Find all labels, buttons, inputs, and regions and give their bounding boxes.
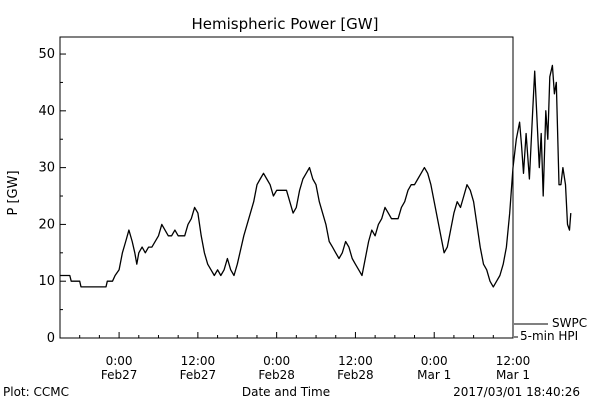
y-tick-label: 20 (38, 217, 55, 232)
y-tick-label: 30 (38, 161, 55, 176)
chart-title: Hemispheric Power [GW] (192, 15, 379, 33)
timestamp: 2017/03/01 18:40:26 (453, 385, 580, 399)
x-tick-date-label: Mar 1 (496, 368, 530, 382)
x-tick-date-label: Mar 1 (417, 368, 451, 382)
plot-frame (59, 36, 514, 339)
x-tick-date-label: Feb27 (101, 368, 138, 382)
x-axis-label: Date and Time (242, 385, 330, 399)
x-tick-time-label: 12:00 (338, 354, 373, 368)
x-tick-time-label: 12:00 (181, 354, 216, 368)
y-axis-label: P [GW] (6, 170, 21, 215)
x-axis: 0:00Feb2712:00Feb270:00Feb2812:00Feb280:… (59, 332, 531, 382)
x-tick-date-label: Feb28 (337, 368, 374, 382)
x-tick-date-label: Feb28 (258, 368, 295, 382)
plot-credit: Plot: CCMC (3, 385, 69, 399)
legend-hpi-label: 5-min HPI (520, 329, 578, 343)
x-tick-date-label: Feb27 (180, 368, 217, 382)
y-tick-label: 0 (47, 331, 55, 346)
legend-swpc-label: SWPC (552, 316, 587, 330)
series-group (60, 64, 572, 288)
y-tick-label: 40 (38, 104, 55, 119)
y-tick-label: 50 (38, 47, 55, 62)
series-line-hpi (60, 64, 572, 288)
x-tick-time-label: 0:00 (421, 354, 448, 368)
x-tick-time-label: 0:00 (106, 354, 133, 368)
y-axis: 0 10 20 30 40 50 (38, 47, 66, 346)
x-tick-time-label: 0:00 (263, 354, 290, 368)
x-tick-time-label: 12:00 (496, 354, 531, 368)
y-tick-label: 10 (38, 274, 55, 289)
